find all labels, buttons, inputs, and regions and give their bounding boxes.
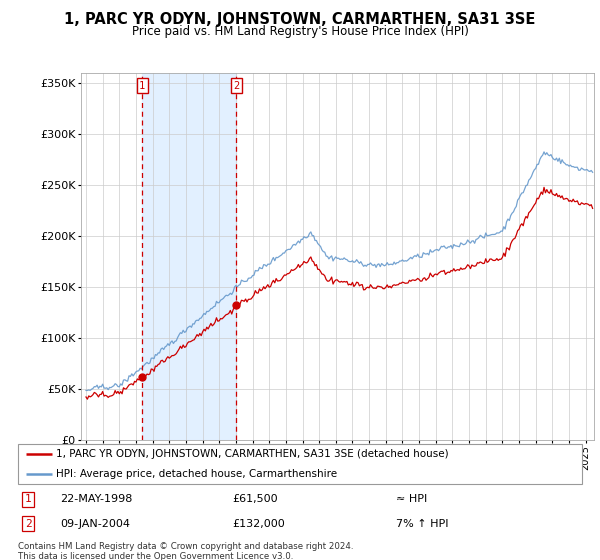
Text: 2: 2 <box>25 519 32 529</box>
Text: £132,000: £132,000 <box>232 519 285 529</box>
Bar <box>142 73 236 440</box>
Text: 1: 1 <box>139 81 145 91</box>
Text: 1, PARC YR ODYN, JOHNSTOWN, CARMARTHEN, SA31 3SE (detached house): 1, PARC YR ODYN, JOHNSTOWN, CARMARTHEN, … <box>56 449 449 459</box>
Text: 1, PARC YR ODYN, JOHNSTOWN, CARMARTHEN, SA31 3SE: 1, PARC YR ODYN, JOHNSTOWN, CARMARTHEN, … <box>64 12 536 27</box>
Text: 7% ↑ HPI: 7% ↑ HPI <box>396 519 448 529</box>
Text: Price paid vs. HM Land Registry's House Price Index (HPI): Price paid vs. HM Land Registry's House … <box>131 25 469 38</box>
Text: 1: 1 <box>25 494 32 504</box>
Text: ≈ HPI: ≈ HPI <box>396 494 427 504</box>
Text: 22-MAY-1998: 22-MAY-1998 <box>60 494 133 504</box>
Text: Contains HM Land Registry data © Crown copyright and database right 2024.
This d: Contains HM Land Registry data © Crown c… <box>18 542 353 560</box>
Text: £61,500: £61,500 <box>232 494 278 504</box>
Text: HPI: Average price, detached house, Carmarthenshire: HPI: Average price, detached house, Carm… <box>56 469 337 479</box>
Text: 09-JAN-2004: 09-JAN-2004 <box>60 519 130 529</box>
Text: 2: 2 <box>233 81 239 91</box>
